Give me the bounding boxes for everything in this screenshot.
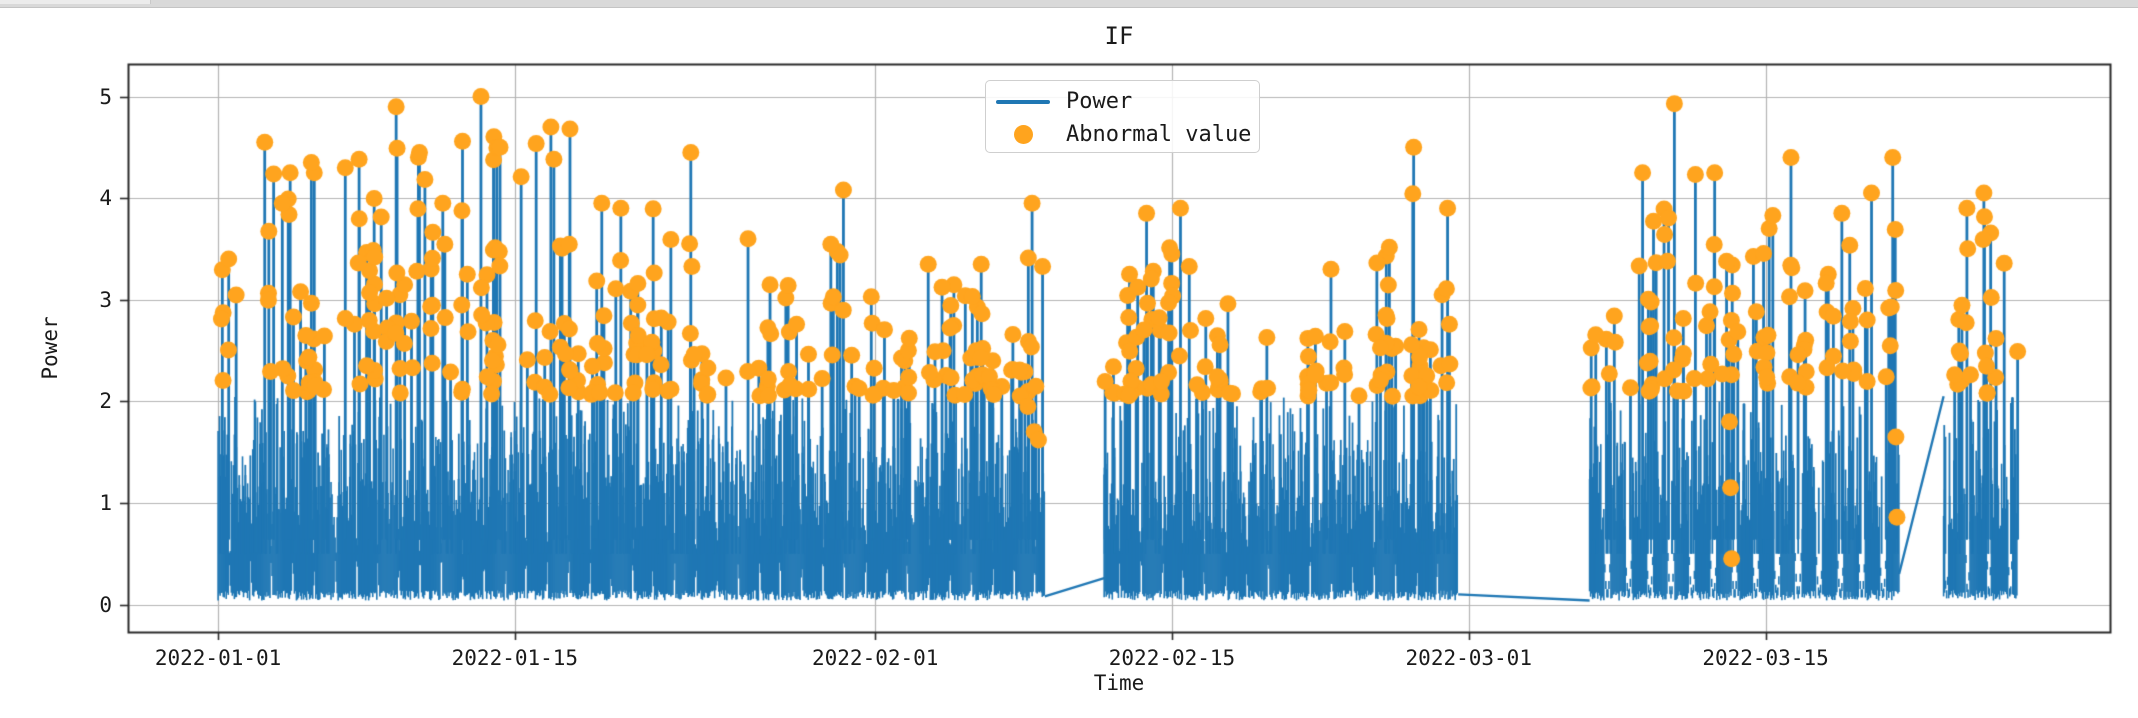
- legend-swatch-cell: [994, 125, 1052, 144]
- y-tick-label: 3: [99, 287, 112, 312]
- legend-line-swatch: [996, 99, 1050, 104]
- x-tick-label: 2022-01-15: [451, 646, 579, 670]
- legend-entry-power: Power: [994, 85, 1259, 118]
- x-tick-label: 2022-03-01: [1405, 646, 1532, 670]
- y-tick-label: 1: [99, 490, 112, 515]
- legend-dot-swatch: [1013, 125, 1033, 144]
- y-tick-label: 4: [99, 186, 112, 211]
- y-tick-label: 5: [99, 84, 112, 109]
- y-axis-label: Power: [38, 316, 62, 380]
- y-tick-label: 0: [99, 592, 112, 617]
- x-tick-label: 2022-03-15: [1702, 646, 1829, 670]
- legend: Power Abnormal value: [985, 80, 1260, 153]
- chart-title: IF: [1104, 22, 1134, 50]
- legend-entry-abnormal: Abnormal value: [994, 118, 1259, 151]
- legend-label-power: Power: [1066, 88, 1133, 114]
- legend-swatch-cell: [994, 99, 1052, 104]
- x-axis-label: Time: [1093, 671, 1145, 695]
- x-tick-label: 2022-02-15: [1108, 646, 1236, 670]
- legend-label-abnormal: Abnormal value: [1066, 121, 1252, 147]
- x-tick-label: 2022-02-01: [812, 646, 939, 670]
- y-tick-label: 2: [99, 389, 112, 414]
- x-tick-label: 2022-01-01: [154, 646, 282, 670]
